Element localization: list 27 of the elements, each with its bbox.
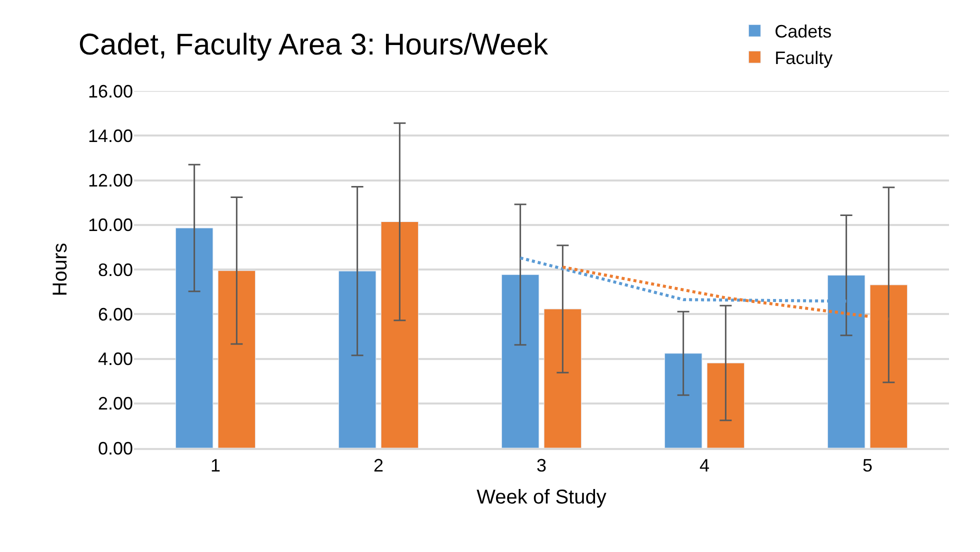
bar xyxy=(218,270,256,448)
x-tick-label: 3 xyxy=(536,455,547,476)
y-tick-label: 14.00 xyxy=(88,126,133,146)
bar xyxy=(664,353,702,448)
legend-label: Cadets xyxy=(774,22,832,42)
bar xyxy=(706,362,745,448)
bar xyxy=(544,308,582,448)
legend-label: Faculty xyxy=(774,48,833,68)
x-tick-label: 1 xyxy=(210,455,221,476)
bar xyxy=(338,270,376,448)
x-tick-label: 2 xyxy=(373,455,384,476)
bar xyxy=(380,222,419,448)
y-tick-label: 2.00 xyxy=(98,394,133,414)
bar xyxy=(175,228,214,448)
chart-title: Cadet, Faculty Area 3: Hours/Week xyxy=(78,28,550,62)
x-tick-label: 4 xyxy=(699,455,710,476)
y-tick-label: 4.00 xyxy=(98,349,133,370)
y-tick-label: 6.00 xyxy=(98,304,133,324)
y-tick-label: 16.00 xyxy=(88,81,133,102)
y-tick-label: 12.00 xyxy=(88,170,133,191)
y-tick-label: 10.00 xyxy=(88,215,133,236)
y-tick-label: 8.00 xyxy=(98,260,133,280)
x-axis-title: Week of Study xyxy=(476,486,606,508)
y-axis-title: Hours xyxy=(49,242,72,296)
x-tick-label: 5 xyxy=(862,455,873,476)
y-tick-label: 0.00 xyxy=(98,438,133,458)
bar xyxy=(501,274,540,448)
